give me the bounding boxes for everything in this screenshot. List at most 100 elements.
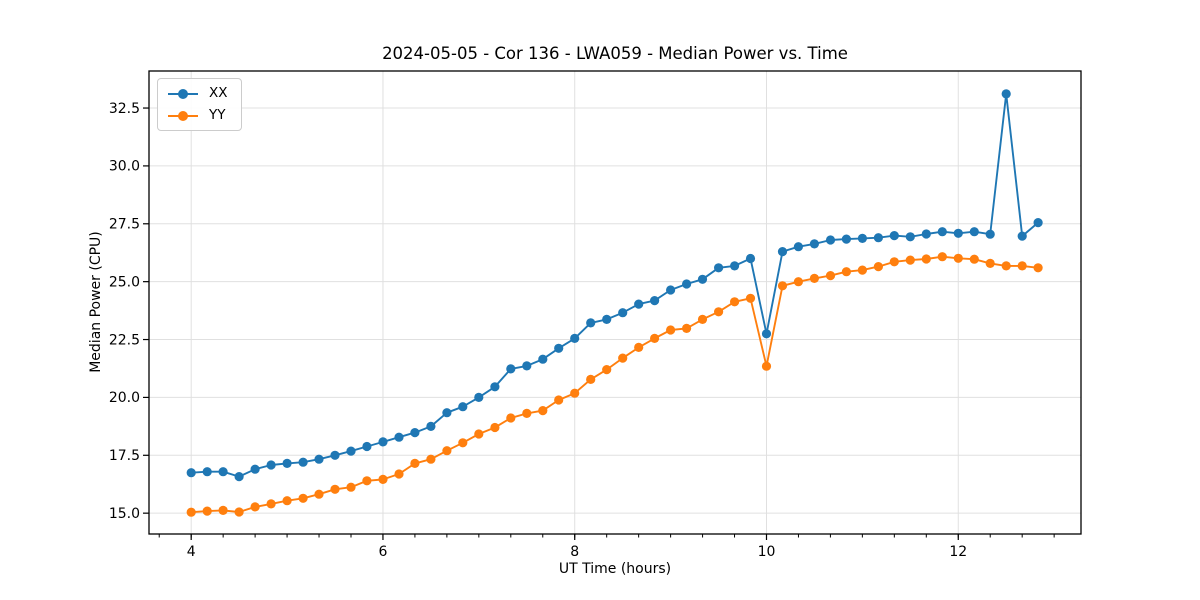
data-point-yy — [985, 258, 995, 268]
data-point-xx — [218, 467, 228, 477]
data-point-yy — [825, 271, 836, 281]
data-point-yy — [1017, 261, 1027, 271]
data-point-yy — [714, 307, 724, 317]
data-point-xx — [314, 454, 324, 464]
data-point-xx — [857, 233, 868, 243]
data-point-xx — [666, 285, 676, 295]
data-point-xx — [825, 235, 836, 245]
data-point-yy — [682, 323, 692, 333]
data-point-yy — [426, 454, 436, 464]
data-point-yy — [266, 499, 276, 509]
x-tick-label: 6 — [378, 544, 387, 560]
data-point-yy — [202, 506, 212, 516]
data-point-xx — [474, 392, 484, 402]
data-point-yy — [666, 325, 676, 335]
data-point-yy — [442, 446, 452, 456]
data-point-xx — [682, 279, 692, 289]
data-point-xx — [202, 467, 212, 477]
data-point-xx — [266, 460, 276, 470]
data-point-yy — [586, 374, 596, 384]
series-line-xx — [190, 92, 1040, 478]
data-point-yy — [1033, 263, 1043, 273]
data-point-xx — [458, 402, 468, 412]
data-point-yy — [841, 267, 852, 277]
data-point-xx — [538, 354, 548, 364]
axes-spines — [148, 70, 1082, 535]
x-tick-label: 8 — [570, 544, 579, 560]
data-point-yy — [346, 482, 356, 492]
data-point-xx — [953, 228, 963, 238]
data-point-xx — [298, 457, 308, 467]
legend-line-marker-xx — [168, 88, 198, 99]
data-point-yy — [889, 257, 899, 267]
data-point-yy — [777, 281, 788, 291]
data-point-yy — [554, 395, 564, 405]
legend-label-yy: YY — [209, 107, 226, 123]
data-point-yy — [314, 489, 324, 499]
data-point-yy — [458, 438, 468, 448]
data-point-yy — [330, 484, 340, 494]
data-point-xx — [442, 408, 452, 418]
data-point-yy — [250, 502, 260, 512]
data-point-xx — [1017, 231, 1027, 241]
data-point-xx — [889, 231, 899, 241]
legend-row-xx: XX — [168, 86, 228, 101]
data-point-xx — [394, 432, 404, 442]
data-point-yy — [697, 314, 708, 324]
data-point-xx — [186, 468, 196, 478]
y-tick-label: 20.0 — [109, 390, 140, 406]
y-tick-label: 17.5 — [109, 448, 140, 464]
data-point-xx — [490, 382, 500, 392]
data-point-xx — [1001, 89, 1011, 99]
data-point-xx — [761, 329, 772, 339]
data-point-xx — [937, 227, 947, 237]
data-point-yy — [506, 413, 516, 423]
data-point-xx — [410, 428, 420, 438]
data-point-yy — [410, 458, 420, 468]
data-point-xx — [602, 314, 612, 324]
data-point-xx — [714, 263, 724, 273]
data-point-yy — [298, 493, 308, 503]
data-point-yy — [394, 469, 404, 479]
y-tick-label: 30.0 — [109, 159, 140, 175]
data-point-yy — [602, 365, 612, 375]
data-point-yy — [378, 474, 388, 484]
y-tick-label: 27.5 — [109, 217, 140, 233]
data-point-xx — [234, 472, 244, 482]
legend-label-xx: XX — [209, 85, 228, 101]
data-point-yy — [570, 388, 580, 398]
data-point-xx — [1033, 218, 1043, 228]
data-point-xx — [730, 261, 740, 271]
data-point-yy — [362, 476, 372, 486]
data-point-xx — [809, 239, 820, 249]
data-point-xx — [697, 274, 708, 284]
data-point-yy — [953, 253, 963, 263]
data-point-yy — [650, 333, 660, 343]
data-point-yy — [282, 496, 292, 506]
legend: XX YY — [157, 78, 242, 131]
data-point-xx — [586, 318, 596, 328]
data-point-xx — [250, 464, 260, 474]
y-axis-label: Median Power (CPU) — [88, 231, 104, 373]
data-point-xx — [346, 446, 356, 456]
data-point-xx — [777, 247, 788, 257]
x-tick-label: 12 — [949, 544, 967, 560]
data-point-yy — [234, 507, 244, 517]
x-tick-label: 10 — [758, 544, 776, 560]
legend-row-yy: YY — [168, 108, 228, 123]
data-point-xx — [873, 233, 884, 243]
data-point-xx — [745, 253, 756, 264]
data-point-yy — [793, 277, 804, 287]
data-point-xx — [793, 242, 804, 252]
tick-label-layer: 4 6 8 10 12 15.0 17.5 20.0 22.5 25.0 27.5 30.0 32.5 — [109, 101, 967, 560]
legend-dot-yy — [178, 110, 188, 121]
data-point-yy — [745, 293, 756, 303]
data-point-xx — [969, 227, 979, 237]
data-point-yy — [522, 408, 532, 418]
data-point-xx — [650, 296, 660, 306]
data-point-xx — [905, 232, 915, 242]
data-point-yy — [1001, 261, 1011, 271]
data-point-xx — [634, 299, 644, 309]
